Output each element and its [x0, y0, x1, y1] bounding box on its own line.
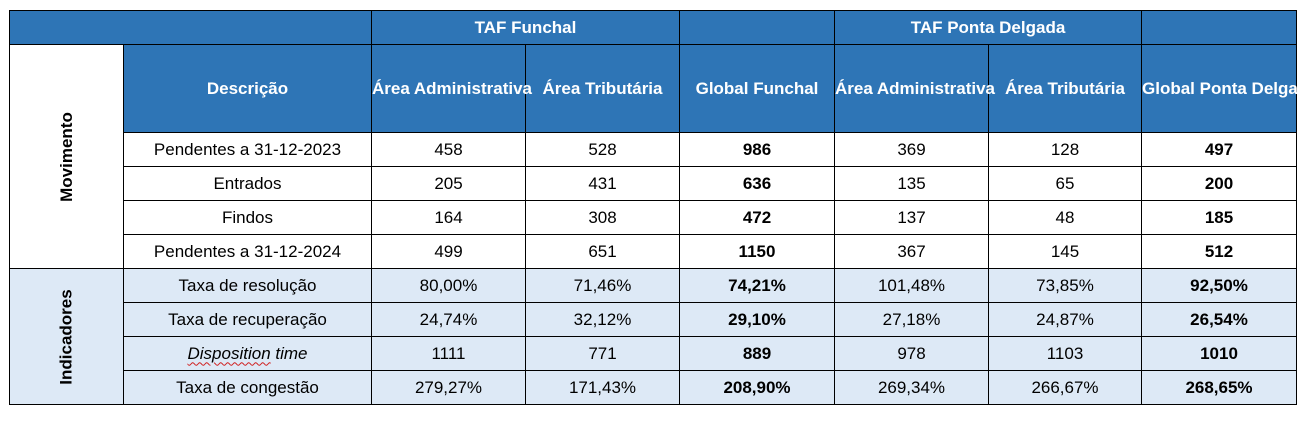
table-cell-total: 185 — [1141, 200, 1297, 235]
table-cell: 24,87% — [988, 302, 1142, 337]
table-cell: 171,43% — [525, 370, 680, 405]
table-cell: 1103 — [988, 336, 1142, 371]
section-movimento: Movimento — [9, 44, 124, 269]
row-label: Pendentes a 31-12-2024 — [123, 234, 372, 269]
col-header-global-funchal: Global Funchal — [679, 44, 835, 133]
table-cell: 145 — [988, 234, 1142, 269]
table-cell: 431 — [525, 166, 680, 201]
table-row: Taxa de recuperação 24,74% 32,12% 29,10%… — [10, 302, 1297, 337]
row-label: Disposition time — [123, 336, 372, 371]
row-label: Taxa de congestão — [123, 370, 372, 405]
row-label: Findos — [123, 200, 372, 235]
table-cell: 528 — [525, 132, 680, 167]
row-label: Entrados — [123, 166, 372, 201]
section-label-movimento: Movimento — [56, 111, 76, 202]
row-label-italic: Disposition — [187, 343, 271, 363]
table-cell: 73,85% — [988, 268, 1142, 303]
header-group-row: TAF Funchal TAF Ponta Delgada — [9, 10, 1297, 45]
header-empty-cell — [679, 10, 835, 45]
table-row: Entrados 205 431 636 135 65 200 — [10, 166, 1297, 201]
table-cell-total: 889 — [679, 336, 835, 371]
table-cell: 651 — [525, 234, 680, 269]
row-label-rest: time — [270, 343, 308, 363]
table-cell: 48 — [988, 200, 1142, 235]
table-cell: 80,00% — [371, 268, 526, 303]
table-cell-total: 268,65% — [1141, 370, 1297, 405]
table-cell-total: 497 — [1141, 132, 1297, 167]
table-cell-total: 26,54% — [1141, 302, 1297, 337]
table-cell: 499 — [371, 234, 526, 269]
table-cell-total: 29,10% — [679, 302, 835, 337]
table-cell: 135 — [834, 166, 989, 201]
table-cell-total: 1010 — [1141, 336, 1297, 371]
table-cell: 24,74% — [371, 302, 526, 337]
table-cell: 65 — [988, 166, 1142, 201]
table-cell: 978 — [834, 336, 989, 371]
table-cell-total: 636 — [679, 166, 835, 201]
table-cell-total: 472 — [679, 200, 835, 235]
table-row: Taxa de congestão 279,27% 171,43% 208,90… — [10, 370, 1297, 405]
row-label: Taxa de resolução — [123, 268, 372, 303]
table-cell: 27,18% — [834, 302, 989, 337]
table-cell: 367 — [834, 234, 989, 269]
table-cell: 101,48% — [834, 268, 989, 303]
table-cell: 308 — [525, 200, 680, 235]
table-cell: 71,46% — [525, 268, 680, 303]
header-empty-cell — [1141, 10, 1297, 45]
col-header-area-tributaria: Área Tributária — [988, 44, 1142, 133]
table-cell: 205 — [371, 166, 526, 201]
table-cell: 266,67% — [988, 370, 1142, 405]
table-cell: 1111 — [371, 336, 526, 371]
table-cell-total: 92,50% — [1141, 268, 1297, 303]
col-header-area-administrativa: Área Administrativa — [834, 44, 995, 133]
table-cell-total: 1150 — [679, 234, 835, 269]
table-cell: 164 — [371, 200, 526, 235]
row-label: Pendentes a 31-12-2023 — [123, 132, 372, 167]
table-row: Pendentes a 31-12-2023 458 528 986 369 1… — [10, 132, 1297, 167]
table-row: Findos 164 308 472 137 48 185 — [10, 200, 1297, 235]
table-cell: 128 — [988, 132, 1142, 167]
table-cell: 269,34% — [834, 370, 989, 405]
header-group-ponta-delgada: TAF Ponta Delgada — [834, 10, 1142, 45]
row-label: Taxa de recuperação — [123, 302, 372, 337]
statistics-table: TAF Funchal TAF Ponta Delgada Movimento … — [9, 10, 1306, 405]
table-cell: 137 — [834, 200, 989, 235]
table-cell-total: 986 — [679, 132, 835, 167]
section-indicadores: Indicadores — [9, 268, 124, 405]
table-cell-total: 512 — [1141, 234, 1297, 269]
header-columns-row: Movimento Descrição Área Administrativa … — [9, 44, 1306, 269]
table-cell-total: 74,21% — [679, 268, 835, 303]
col-header-global-ponta-delgada: Global Ponta Delgada — [1141, 44, 1306, 133]
table-cell-total: 208,90% — [679, 370, 835, 405]
table-row: Pendentes a 31-12-2024 499 651 1150 367 … — [10, 234, 1297, 269]
table-cell: 32,12% — [525, 302, 680, 337]
col-header-area-tributaria: Área Tributária — [525, 44, 680, 133]
table-cell: 771 — [525, 336, 680, 371]
header-empty-cell — [9, 10, 372, 45]
section-label-indicadores: Indicadores — [56, 288, 76, 385]
header-group-funchal: TAF Funchal — [371, 10, 680, 45]
table-cell: 458 — [371, 132, 526, 167]
table-cell-total: 200 — [1141, 166, 1297, 201]
table-cell: 279,27% — [371, 370, 526, 405]
table-row: Disposition time 1111 771 889 978 1103 1… — [10, 336, 1297, 371]
col-header-area-administrativa: Área Administrativa — [371, 44, 532, 133]
table-cell: 369 — [834, 132, 989, 167]
col-header-descricao: Descrição — [123, 44, 372, 133]
table-row: Indicadores Taxa de resolução 80,00% 71,… — [9, 268, 1297, 405]
